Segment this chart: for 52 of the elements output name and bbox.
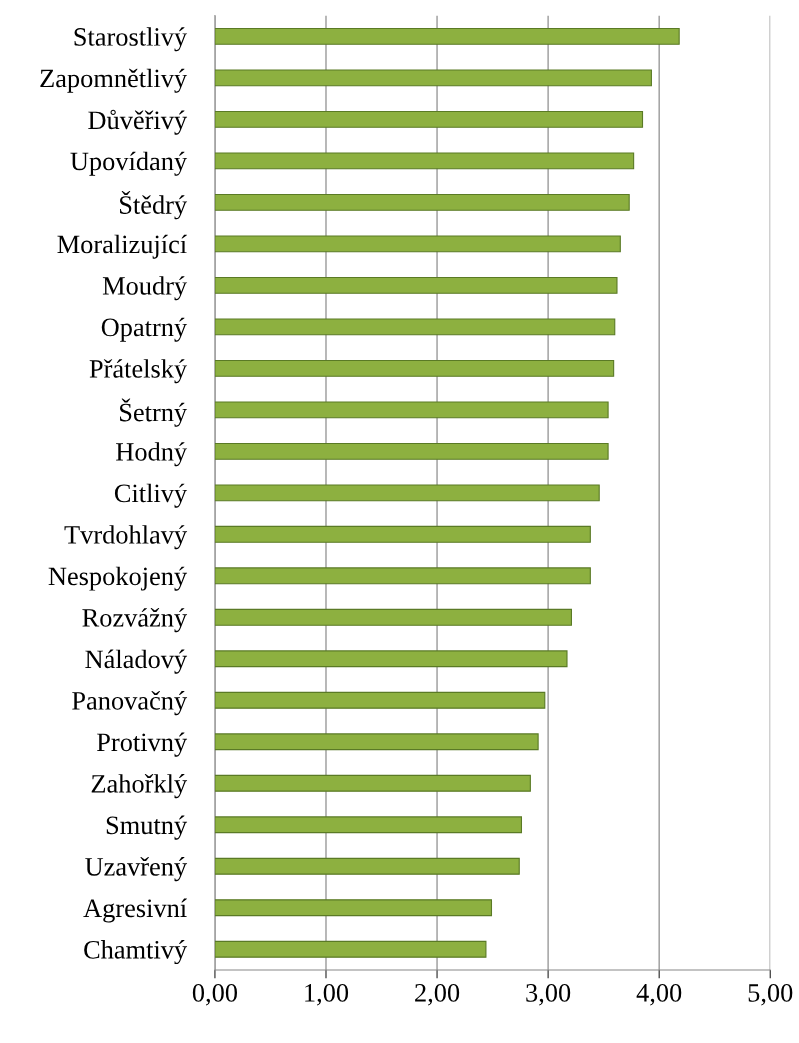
y-tick-label: Opatrný [101,317,188,342]
bar [214,650,568,668]
y-tick-label: Zahořklý [91,774,188,799]
bar [214,359,615,377]
bar [214,484,600,502]
x-tick-label: 2,00 [415,983,460,1006]
y-tick-label: Citlivý [114,483,188,508]
x-tick-label: 3,00 [526,983,571,1006]
y-tick-label: Smutný [106,815,188,840]
bar [214,899,493,917]
bar [214,235,621,253]
y-tick-label: Tvrdohlavý [64,525,188,550]
y-tick-label: Zapomnětlivý [40,68,188,93]
bar [214,401,609,419]
y-tick-label: Starostlivý [74,27,188,52]
y-tick-label: Nespokojený [48,566,188,591]
y-tick-label: Důvěřivý [88,109,188,135]
bar [214,608,572,626]
bar [214,152,635,170]
bar [214,69,652,87]
y-tick-label: Rozvážný [82,608,188,633]
y-tick-label: Hodný [116,442,188,467]
y-tick-label: Moudrý [102,276,188,301]
bar [214,816,523,834]
x-tick-label: 4,00 [636,983,682,1006]
y-tick-label: Šetrný [120,398,188,427]
bar [214,940,487,958]
x-tick-label: 5,00 [748,983,793,1006]
bar [214,442,609,460]
bar [214,193,630,211]
y-tick-label: Uzavřený [85,857,188,882]
y-tick-label: Chamtivý [84,940,188,965]
y-tick-label: Agresivní [83,898,187,923]
x-tick-label: 0,00 [192,983,238,1006]
bar [214,27,680,45]
y-tick-label: Moralizující [57,234,187,259]
bar [214,276,618,294]
y-tick-label: Přátelský [89,359,188,384]
x-tick-label: 1,00 [305,983,349,1006]
bar [214,110,644,128]
bar [214,567,591,585]
y-tick-label: Panovačný [72,691,188,716]
bar [214,691,546,709]
y-tick-label: Protivný [97,732,188,757]
bar [214,525,591,543]
bar [214,857,520,875]
bar [214,733,539,751]
y-tick-label: Náladový [85,649,188,674]
bar [214,318,616,336]
bar [214,774,531,792]
y-tick-label: Štědrý [120,191,188,220]
y-tick-label: Upovídaný [70,151,188,176]
